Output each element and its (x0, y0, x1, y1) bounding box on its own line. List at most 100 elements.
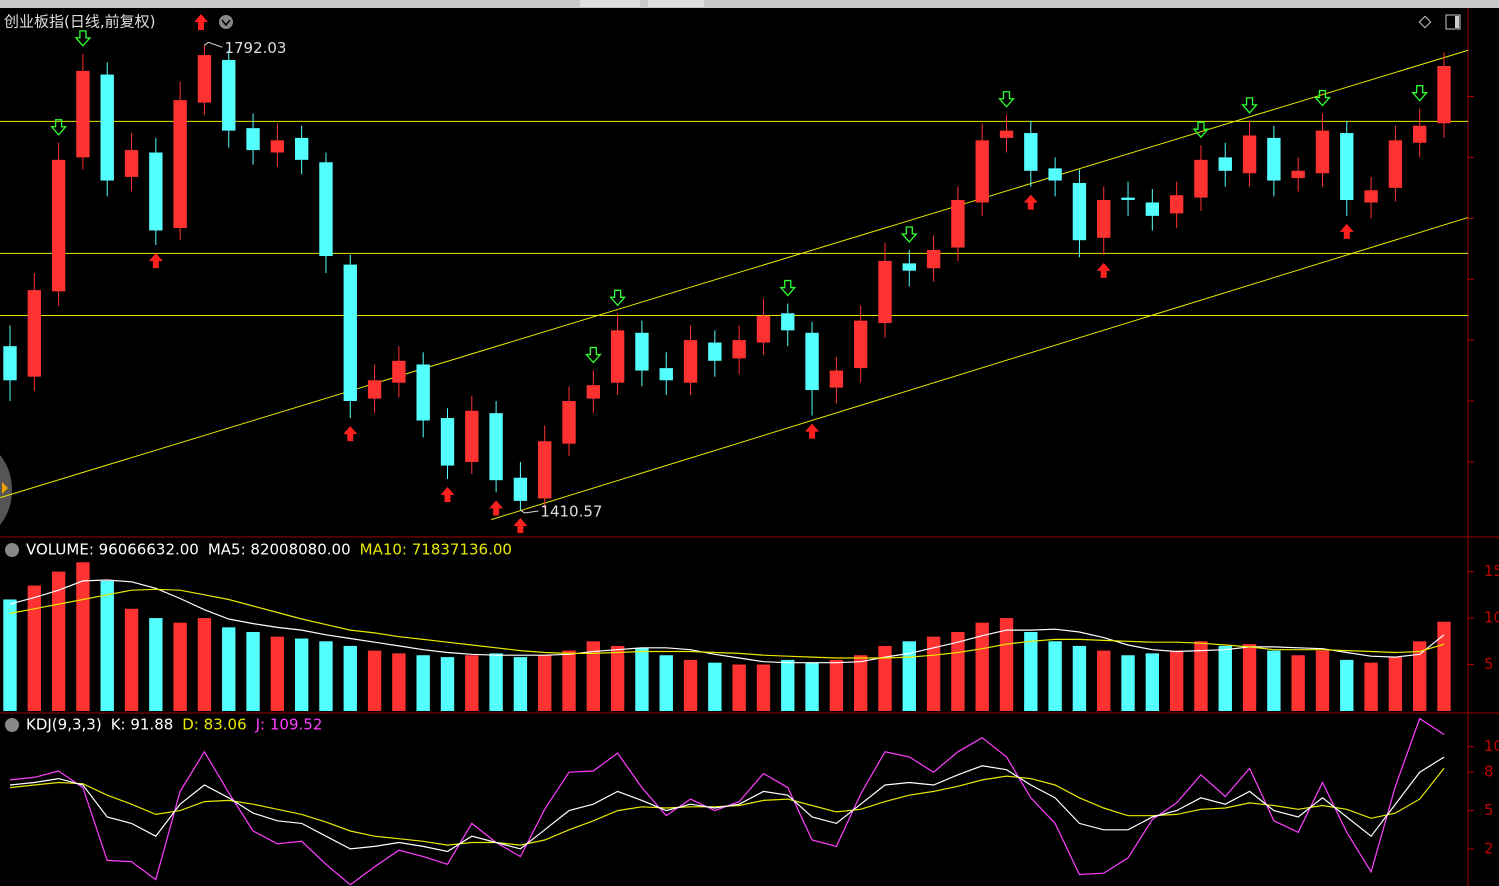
candle-body (562, 401, 576, 444)
window-icon-bar (1455, 16, 1459, 28)
volume-bar (1024, 632, 1038, 711)
volume-bar (1072, 645, 1087, 711)
volume-bar (76, 562, 90, 711)
sell-signal (779, 279, 797, 297)
candle-body (465, 410, 479, 462)
volume-bar (51, 571, 66, 711)
volume-bar (270, 636, 285, 711)
menu-button[interactable] (219, 15, 233, 29)
volume-bar (732, 664, 746, 711)
candle-body (805, 332, 819, 391)
volume-bar (513, 657, 528, 711)
candle-body (124, 150, 139, 177)
volume-bar (562, 650, 576, 711)
candle-body (149, 152, 163, 231)
volume-bar (465, 655, 479, 711)
volume-bar (124, 608, 139, 711)
y-tick-label: 10 (1484, 609, 1499, 627)
annotation-leader (204, 41, 223, 48)
y-tick-label: 10 (1484, 737, 1499, 755)
readout: J: 109.52 (255, 716, 323, 734)
volume-bar (975, 622, 989, 711)
candle-body (1024, 133, 1038, 171)
candle-body (76, 70, 90, 158)
candle-body (1291, 170, 1305, 179)
line-series (9, 579, 1445, 664)
candle-body (975, 140, 989, 203)
candle-body (610, 330, 625, 383)
volume-bar (756, 664, 771, 711)
candle-body (100, 74, 114, 181)
candle-body (416, 364, 430, 421)
sell-signal (584, 346, 602, 364)
candle-body (1364, 190, 1378, 203)
candle-body (173, 100, 187, 229)
y-tick-label: 2 (1484, 839, 1494, 857)
window-icon[interactable] (1445, 14, 1461, 30)
sell-signal (1192, 121, 1210, 139)
volume-bar (1218, 645, 1232, 711)
candle-body (1097, 200, 1111, 238)
volume-bar (1340, 659, 1354, 711)
sell-signal (50, 119, 68, 136)
readout: D: 83.06 (182, 716, 246, 734)
title-icons (194, 14, 233, 30)
candle-body (756, 315, 771, 343)
volume-bar (781, 659, 795, 711)
volume-bar (100, 580, 114, 711)
candle-body (951, 200, 965, 248)
buy-signal (805, 423, 820, 439)
candle-body (1340, 133, 1354, 201)
buy-signal (489, 500, 504, 516)
volume-bar (538, 655, 552, 711)
candle-body (538, 441, 552, 499)
volume-bar (1364, 662, 1378, 711)
candle-body (440, 418, 455, 466)
volume-menu[interactable] (5, 543, 19, 557)
candle-body (659, 368, 673, 381)
candle-body (27, 290, 41, 377)
volume-bar (440, 657, 455, 711)
buy-signal (440, 486, 455, 502)
volume-bar (805, 662, 819, 711)
readout: K: 91.88 (111, 716, 174, 734)
candle-body (586, 385, 601, 399)
kdj-menu[interactable] (5, 718, 19, 732)
candle-body (878, 260, 892, 324)
candle-body (999, 130, 1014, 138)
volume-bar (222, 627, 236, 711)
sell-signal (609, 289, 627, 307)
buy-signal (513, 517, 528, 533)
buy-signal (343, 426, 358, 442)
candle-body (683, 340, 698, 383)
candle-body (246, 128, 260, 151)
sell-signal (998, 91, 1015, 108)
candle-body (732, 340, 746, 359)
candle-body (1072, 182, 1087, 241)
candle-body (367, 380, 382, 399)
volume-bar (902, 641, 916, 711)
volume-bar (1121, 655, 1135, 711)
volume-bar (853, 655, 868, 711)
candle-body (197, 55, 212, 103)
sell-signal (74, 30, 92, 47)
volume-bar (586, 641, 601, 711)
volume-bar (1267, 650, 1281, 711)
diamond-icon[interactable] (1418, 15, 1432, 29)
line-series (9, 756, 1445, 853)
volume-bar (999, 618, 1014, 711)
readout: KDJ(9,3,3) (26, 716, 102, 734)
side-tab-arrow (2, 482, 8, 494)
panel (3, 562, 1451, 711)
candle-body (51, 159, 66, 292)
candle-body (1194, 159, 1208, 198)
candle-body (513, 477, 528, 501)
volume-bar (3, 599, 17, 711)
sell-signal (1314, 89, 1331, 107)
candle-body (1145, 202, 1160, 216)
y-tick-label: 8 (1484, 763, 1494, 781)
high-annotation: 1792.03 (224, 39, 286, 57)
y-tick-label: 5 (1484, 655, 1494, 673)
